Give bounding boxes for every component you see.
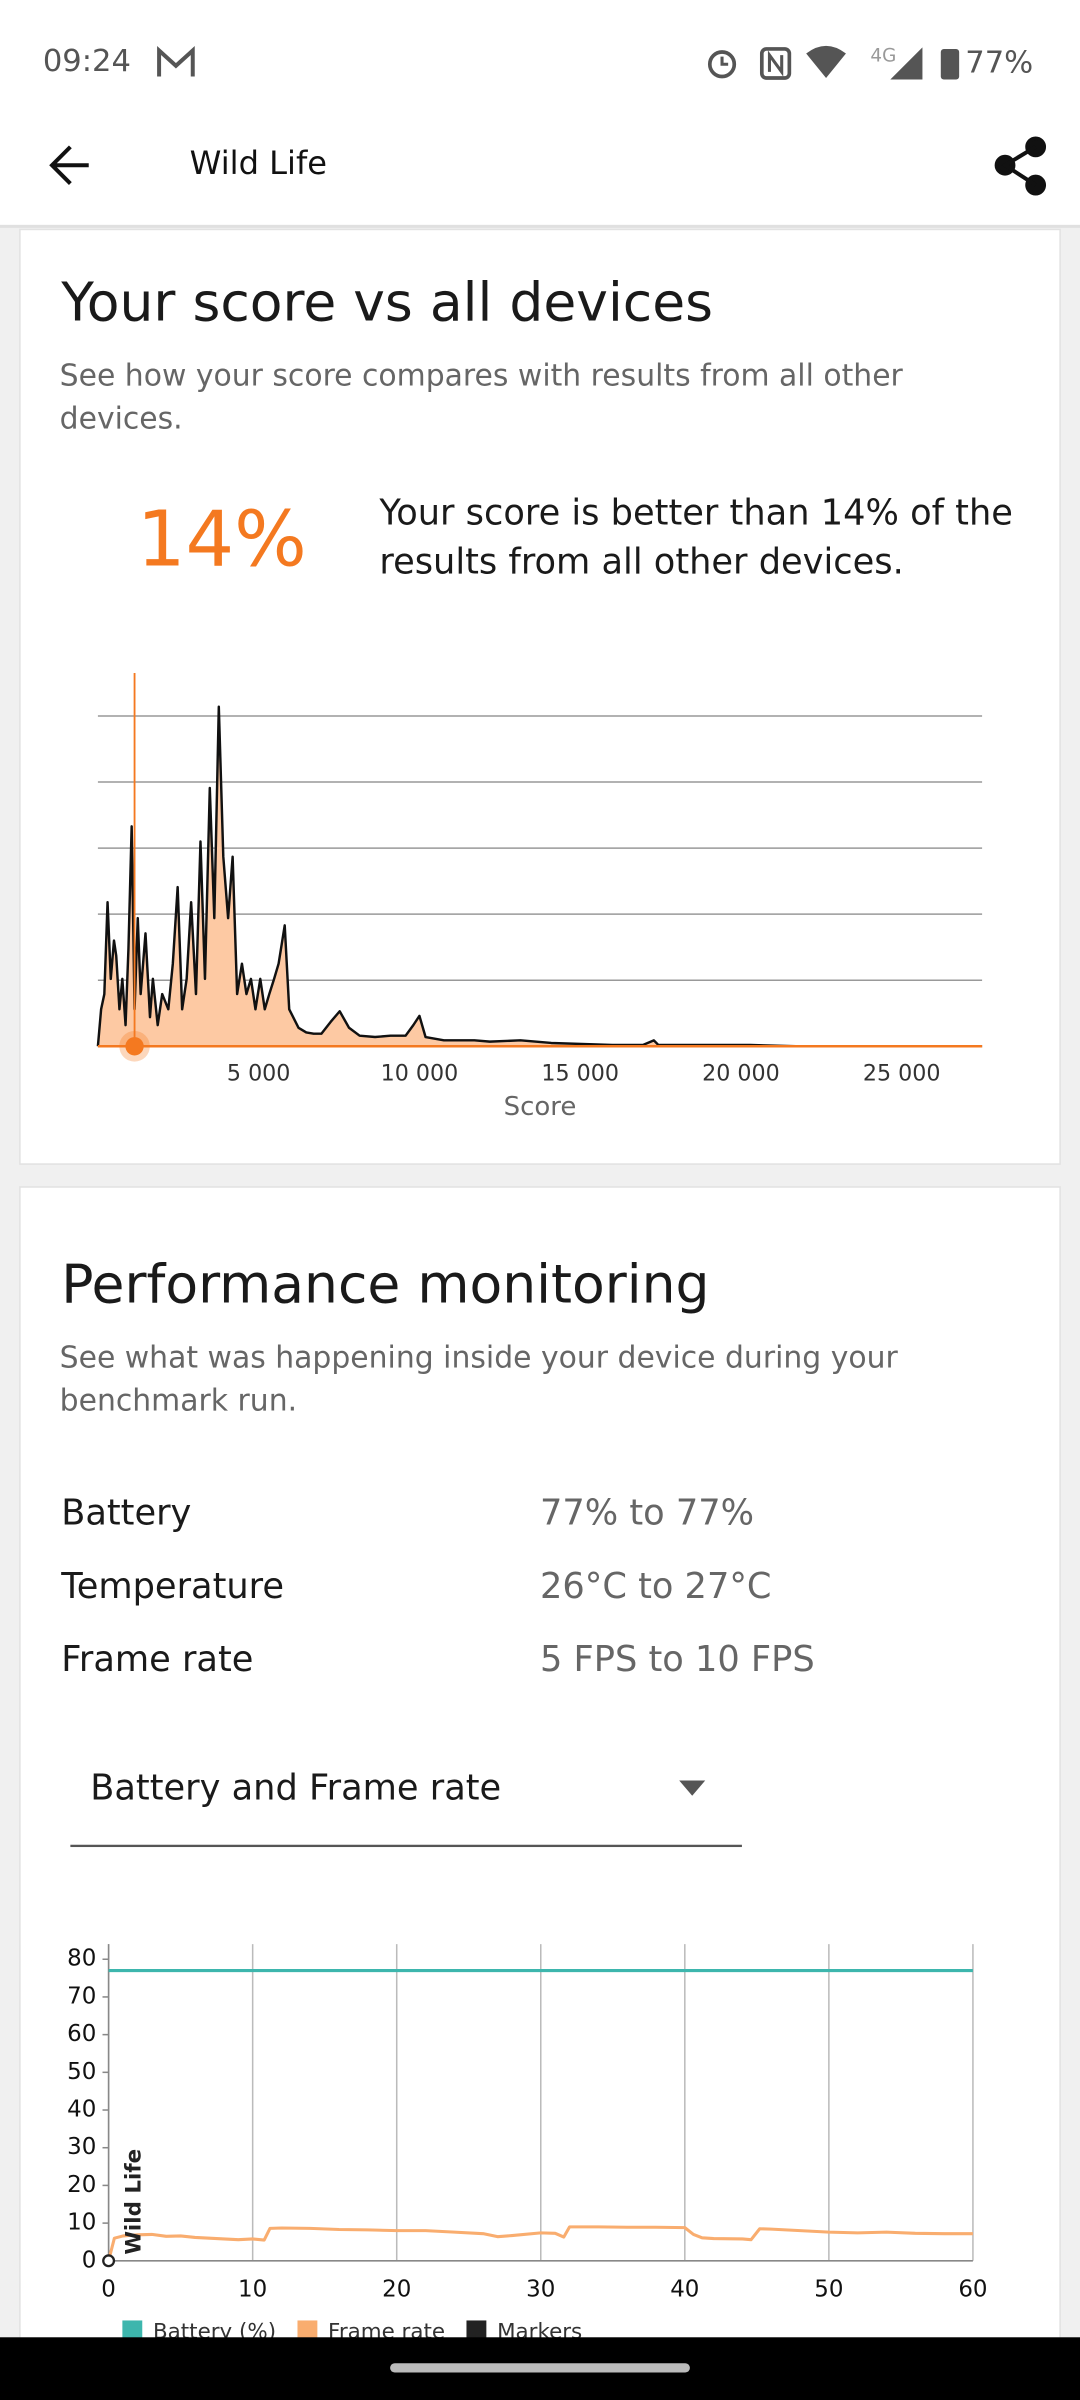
summary: Your score is better than 14% of the res… xyxy=(379,494,1013,583)
y-tick-label: 70 xyxy=(67,1983,96,2009)
card-description: See how your score compares with results… xyxy=(59,357,903,436)
dropdown-underline xyxy=(70,1844,742,1848)
x-tick-label: 25 000 xyxy=(863,1060,941,1086)
marker-label: Wild Life xyxy=(122,2149,147,2255)
row-label: Frame rate xyxy=(61,1639,253,1680)
home-handle[interactable] xyxy=(390,2363,690,2373)
x-tick-label: 10 xyxy=(238,2276,267,2302)
your-score-dot xyxy=(125,1037,144,1056)
legend-swatch xyxy=(466,2320,487,2341)
app-bar-shadow xyxy=(0,224,1080,228)
dropdown-area[interactable] xyxy=(70,1743,742,1847)
x-tick-label: 50 xyxy=(814,2276,843,2302)
series-line xyxy=(107,2225,973,2262)
dropdown-value[interactable]: Battery and Frame rate xyxy=(90,1768,501,1809)
legend-swatch xyxy=(297,2320,318,2341)
chart-dropdown[interactable]: Battery and Frame rate xyxy=(70,1743,742,1848)
y-tick-label: 40 xyxy=(67,2097,96,2123)
top-bar xyxy=(0,0,1080,227)
back-button[interactable] xyxy=(49,145,89,185)
x-tick-label: 30 xyxy=(526,2276,555,2302)
x-axis-title: Score xyxy=(504,1092,577,1122)
x-tick-label: 15 000 xyxy=(541,1060,619,1086)
y-tick-label: 80 xyxy=(67,1946,96,1972)
row-label: Battery xyxy=(61,1492,191,1533)
percentile: 14% xyxy=(137,496,307,585)
y-tick-label: 50 xyxy=(67,2059,96,2085)
y-tick-label: 30 xyxy=(67,2134,96,2160)
x-tick-label: 10 000 xyxy=(381,1060,459,1086)
row-value: 5 FPS to 10 FPS xyxy=(540,1639,815,1680)
x-tick-label: 20 xyxy=(382,2276,411,2302)
y-tick-label: 60 xyxy=(67,2021,96,2047)
x-tick-label: 40 xyxy=(670,2276,699,2302)
battery-level: 77% xyxy=(965,46,1033,81)
card-description-box: See what was happening inside your devic… xyxy=(59,1339,898,1418)
marker xyxy=(102,2254,116,2268)
status-time: 09:24 xyxy=(43,44,131,79)
app-title: Wild Life xyxy=(190,144,327,182)
dropdown-arrow[interactable] xyxy=(679,1780,706,1796)
card-title: Performance monitoring xyxy=(61,1253,709,1316)
row-value: 26°C to 27°C xyxy=(540,1566,771,1607)
card-description-box: See how your score compares with results… xyxy=(59,357,903,436)
gmail-icon xyxy=(157,45,195,77)
y-tick-label: 10 xyxy=(67,2210,96,2236)
status-icons xyxy=(707,45,960,80)
x-tick-label: 5 000 xyxy=(227,1060,290,1086)
network-type: 4G xyxy=(870,46,896,67)
summary-box: Your score is better than 14% of the res… xyxy=(379,494,1013,583)
share-button[interactable] xyxy=(994,136,1047,196)
card-title: Your score vs all devices xyxy=(60,271,713,334)
score-distribution-chart: 5 000 10 000 15 000 20 000 25 000 Score xyxy=(96,673,983,1122)
row-value: 77% to 77% xyxy=(540,1492,754,1533)
x-tick-label: 0 xyxy=(101,2276,116,2302)
y-tick-label: 0 xyxy=(82,2247,97,2273)
y-tick-label: 20 xyxy=(67,2172,96,2198)
card-description: See what was happening inside your devic… xyxy=(59,1339,898,1418)
legend-swatch xyxy=(122,2320,143,2341)
x-tick-label: 20 000 xyxy=(702,1060,780,1086)
x-tick-label: 60 xyxy=(958,2276,987,2302)
row-label: Temperature xyxy=(60,1566,284,1607)
